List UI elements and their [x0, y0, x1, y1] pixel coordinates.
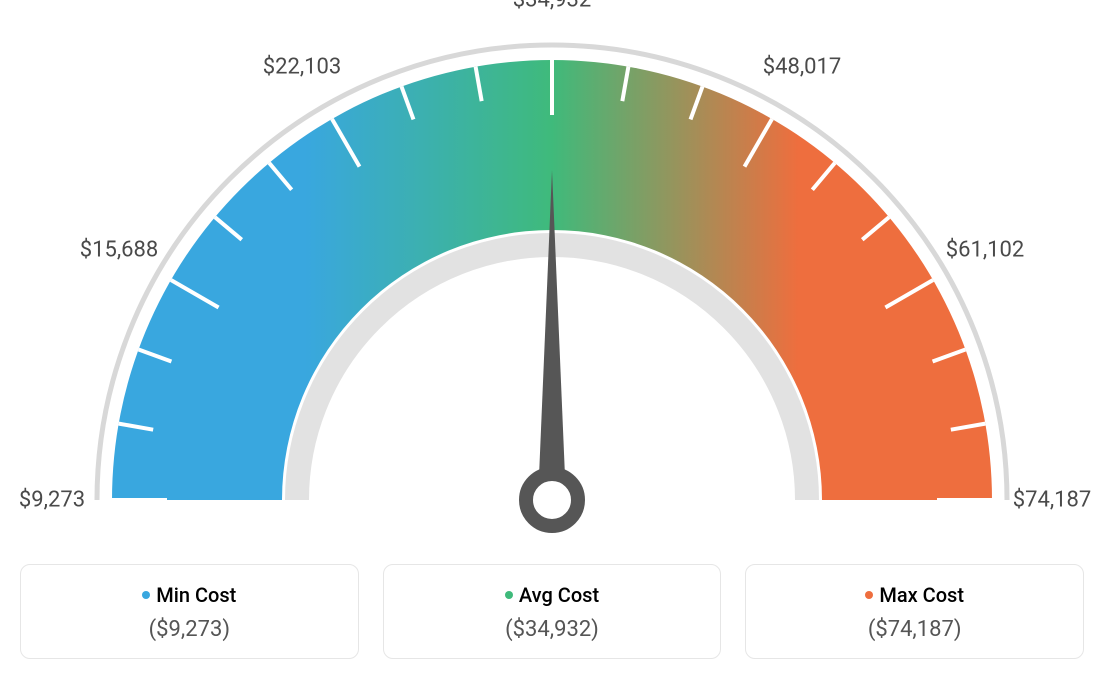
scale-label: $74,187 — [1013, 488, 1092, 513]
scale-label: $22,103 — [263, 54, 342, 79]
legend-avg-label: Avg Cost — [519, 583, 599, 607]
legend-row: Min Cost ($9,273) Avg Cost ($34,932) Max… — [20, 564, 1084, 659]
gauge-svg — [20, 20, 1084, 540]
legend-avg-value: ($34,932) — [394, 617, 711, 642]
legend-card-min: Min Cost ($9,273) — [20, 564, 359, 659]
scale-label: $61,102 — [946, 238, 1025, 263]
scale-label: $34,932 — [513, 0, 592, 13]
legend-title-min: Min Cost — [31, 583, 348, 607]
legend-max-value: ($74,187) — [756, 617, 1073, 642]
scale-label: $48,017 — [763, 54, 842, 79]
legend-max-label: Max Cost — [879, 583, 964, 607]
dot-icon — [142, 591, 150, 599]
scale-label: $9,273 — [19, 488, 85, 513]
legend-min-value: ($9,273) — [31, 617, 348, 642]
legend-title-max: Max Cost — [756, 583, 1073, 607]
legend-card-avg: Avg Cost ($34,932) — [383, 564, 722, 659]
cost-gauge: $9,273$15,688$22,103$34,932$48,017$61,10… — [20, 20, 1084, 540]
scale-label: $15,688 — [80, 238, 159, 263]
legend-title-avg: Avg Cost — [394, 583, 711, 607]
legend-card-max: Max Cost ($74,187) — [745, 564, 1084, 659]
dot-icon — [865, 591, 873, 599]
dot-icon — [505, 591, 513, 599]
legend-min-label: Min Cost — [156, 583, 236, 607]
